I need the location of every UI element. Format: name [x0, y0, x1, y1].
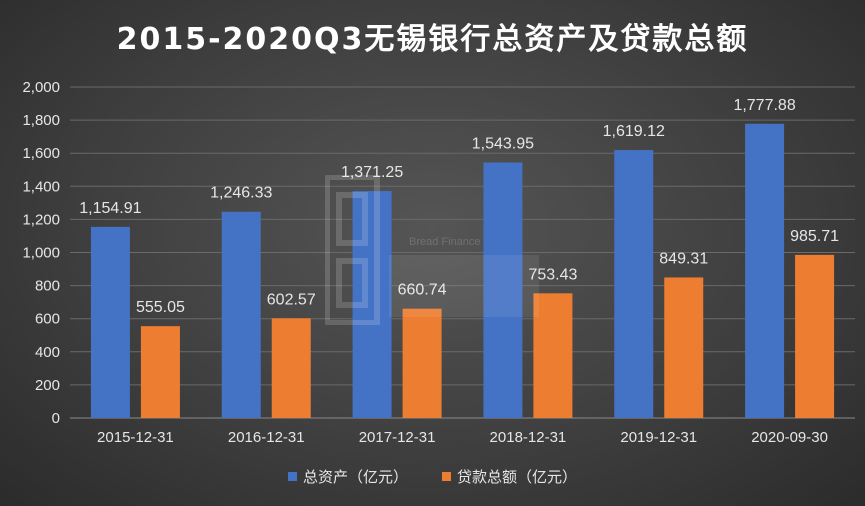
bar-total-loans: [795, 254, 835, 418]
data-label: 660.74: [398, 282, 447, 299]
x-tick-label: 2017-12-31: [359, 429, 436, 446]
legend-label-total-loans: 贷款总额（亿元）: [457, 468, 578, 486]
y-tick-label: 1,200: [22, 211, 60, 228]
bar-total-assets: [745, 123, 785, 418]
data-labels: 1,154.91 555.05 1,246.33 602.57 1,371.25 660.…: [79, 97, 839, 316]
bar-total-loans: [271, 318, 311, 418]
x-tick-label: 2020-09-30: [751, 429, 828, 446]
bar-total-loans: [140, 326, 180, 418]
x-tick-label: 2016-12-31: [228, 429, 305, 446]
y-tick-label: 1,000: [22, 245, 60, 262]
data-label: 602.57: [267, 291, 316, 308]
bar-total-assets: [352, 191, 392, 418]
y-tick-label: 600: [35, 311, 60, 328]
bar-total-loans: [533, 293, 573, 418]
bar-total-loans: [402, 308, 442, 418]
chart-title: 2015-2020Q3无锡银行总资产及贷款总额: [116, 22, 749, 57]
y-tick-label: 0: [52, 410, 60, 427]
bar-total-assets: [614, 150, 654, 418]
y-tick-label: 400: [35, 344, 60, 361]
data-label: 849.31: [659, 250, 708, 267]
x-tick-label: 2015-12-31: [97, 429, 174, 446]
gridlines: [70, 86, 855, 419]
x-tick-label: 2018-12-31: [490, 429, 567, 446]
data-label: 1,777.88: [733, 97, 795, 114]
data-label: 1,619.12: [603, 123, 665, 140]
data-label: 1,543.95: [472, 135, 534, 152]
data-label: 753.43: [528, 266, 577, 283]
bars: [90, 123, 835, 418]
x-axis-ticks: 2015-12-31 2016-12-31 2017-12-31 2018-12-31…: [97, 429, 828, 446]
legend-label-total-assets: 总资产（亿元）: [302, 468, 408, 486]
x-tick-label: 2019-12-31: [620, 429, 697, 446]
bar-total-loans: [664, 277, 704, 418]
bar-total-assets: [483, 162, 523, 418]
legend: 总资产（亿元） 贷款总额（亿元）: [0, 466, 865, 487]
y-tick-label: 1,800: [22, 112, 60, 129]
y-axis-ticks: 0 200 400 600 800 1,000 1,200 1,400 1,600 1,800 2,…: [22, 79, 60, 427]
data-label: 985.71: [790, 228, 839, 245]
data-label: 1,154.91: [79, 200, 141, 217]
y-tick-label: 2,000: [22, 79, 60, 96]
data-label: 1,246.33: [210, 185, 272, 202]
legend-item-total-assets: 总资产（亿元）: [287, 466, 408, 487]
legend-swatch-total-assets: [287, 472, 297, 481]
y-tick-label: 800: [35, 278, 60, 295]
bar-total-assets: [90, 226, 130, 418]
data-label: 1,371.25: [341, 164, 403, 181]
y-tick-label: 200: [35, 377, 60, 394]
data-label: 555.05: [136, 299, 185, 316]
legend-item-total-loans: 贷款总额（亿元）: [442, 466, 577, 487]
y-tick-label: 1,400: [22, 178, 60, 195]
y-tick-label: 1,600: [22, 145, 60, 162]
bar-total-assets: [221, 211, 261, 418]
legend-swatch-total-loans: [442, 472, 451, 481]
